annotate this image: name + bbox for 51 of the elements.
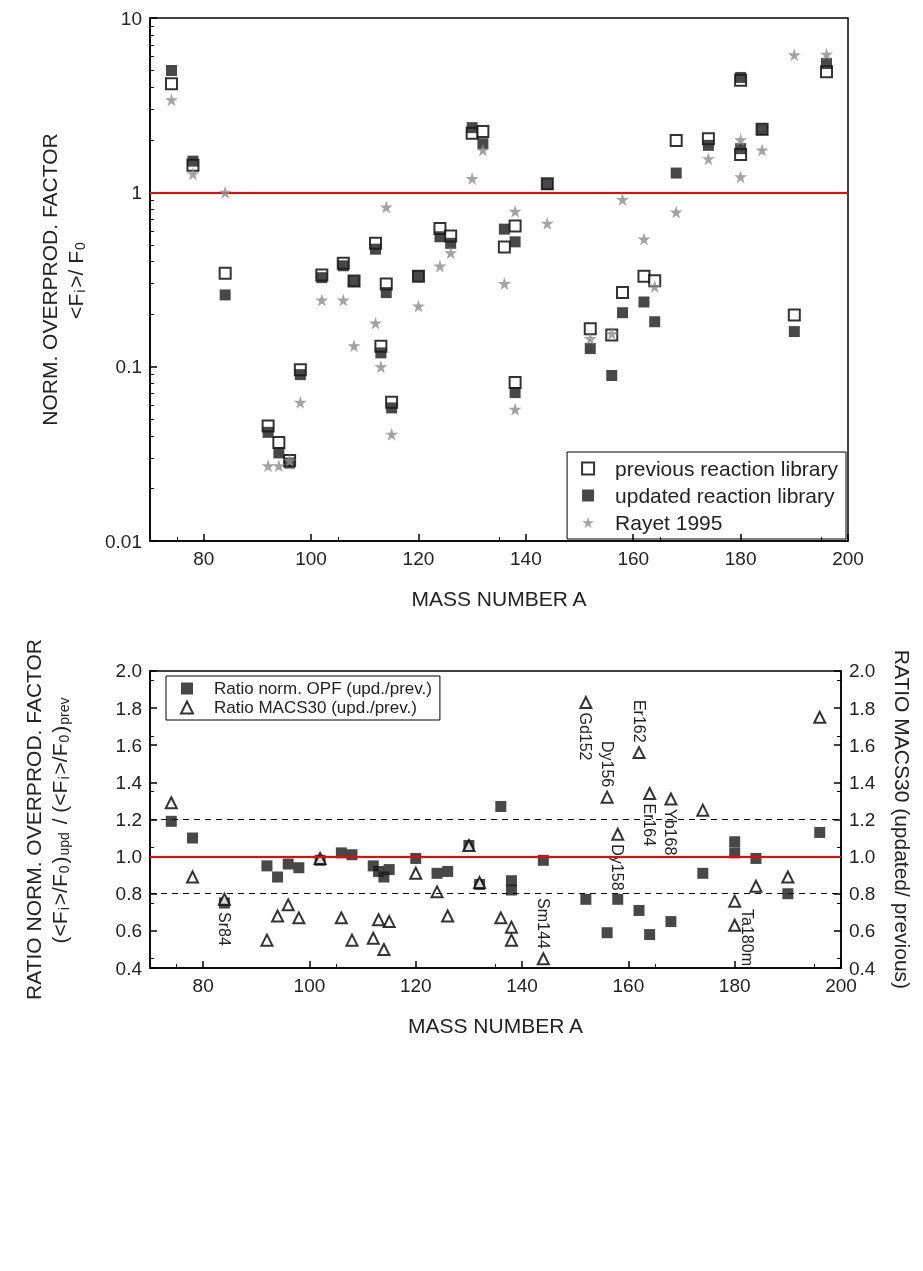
x-tick-label: 180 — [718, 975, 751, 996]
y-tick-label: 10 — [120, 7, 142, 29]
y2-tick-label: 1.4 — [849, 771, 876, 793]
y-tick-label: 0.8 — [115, 883, 142, 905]
legend-label: Ratio norm. OPF (upd./prev.) — [214, 679, 432, 698]
annotation: Yb168 — [662, 809, 680, 856]
legend-label: previous reaction library — [615, 457, 839, 480]
x-tick-label: 80 — [193, 548, 215, 569]
annotation: Sm144 — [534, 898, 552, 949]
x-axis-title: MASS NUMBER A — [411, 586, 587, 610]
x-tick-label: 160 — [617, 548, 650, 569]
x-tick-label: 120 — [399, 975, 432, 996]
legend-label: updated reaction library — [615, 484, 836, 507]
x-tick-label: 100 — [293, 975, 326, 996]
y-tick-label: 0.01 — [105, 530, 142, 552]
x-tick-label: 120 — [402, 548, 435, 569]
y-tick-label: 0.6 — [115, 920, 142, 942]
y-tick-label: 0.4 — [115, 957, 143, 979]
y-tick-label: 1 — [131, 181, 142, 203]
y-tick-label: 2.0 — [115, 660, 142, 682]
y-tick-label: 1.2 — [115, 808, 142, 830]
y-tick-label: 1.6 — [115, 734, 142, 756]
y2-tick-label: 1.6 — [849, 734, 876, 756]
y2-tick-label: 1.2 — [849, 808, 876, 830]
legend-label: Rayet 1995 — [615, 511, 723, 534]
y2-tick-label: 0.6 — [849, 920, 876, 942]
y2-tick-label: 2.0 — [849, 660, 876, 682]
x-tick-label: 140 — [506, 975, 538, 996]
y-tick-label: 1.4 — [115, 771, 143, 793]
x-tick-label: 100 — [295, 548, 327, 569]
y-tick-label: 1.0 — [115, 846, 142, 868]
x-tick-label: 80 — [192, 975, 214, 996]
y2-axis-title: RATIO MACS30 (updated/ previous) — [890, 649, 914, 990]
y2-tick-label: 1.0 — [849, 846, 876, 868]
annotation: Er164 — [641, 803, 659, 847]
x-tick-label: 160 — [612, 975, 645, 996]
x-tick-label: 200 — [832, 548, 864, 569]
y-tick-label: 0.1 — [115, 356, 142, 378]
y2-tick-label: 0.8 — [849, 883, 876, 905]
annotation: Dy158 — [609, 844, 627, 891]
legend-label: Ratio MACS30 (upd./prev.) — [214, 698, 417, 717]
annotation: Gd152 — [577, 712, 595, 761]
x-axis-title: MASS NUMBER A — [407, 1013, 584, 1037]
x-tick-label: 180 — [724, 548, 757, 569]
y-tick-label: 1.8 — [115, 697, 142, 719]
annotation: Er162 — [630, 699, 648, 743]
annotation: Ta180m — [739, 909, 757, 966]
y2-tick-label: 1.8 — [849, 697, 876, 719]
x-tick-label: 140 — [509, 548, 542, 569]
annotation: Dy156 — [598, 740, 616, 788]
annotation: Sr84 — [215, 912, 233, 946]
